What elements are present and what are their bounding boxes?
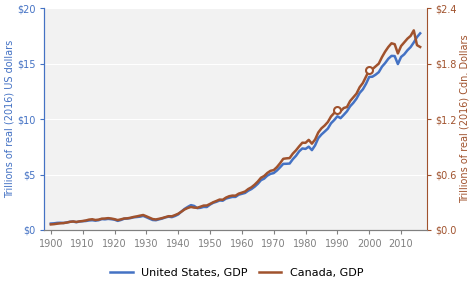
Canada, GDP [146, 216, 152, 219]
Canada, GDP [411, 29, 417, 32]
United States, GDP [417, 32, 423, 35]
Canada, GDP [134, 215, 140, 218]
Y-axis label: Trillions of real (2016) Cdn. Dollars: Trillions of real (2016) Cdn. Dollars [460, 35, 470, 203]
United States, GDP [48, 222, 54, 225]
Canada, GDP [417, 45, 423, 49]
United States, GDP [134, 215, 140, 219]
United States, GDP [118, 218, 124, 222]
Line: United States, GDP: United States, GDP [51, 33, 420, 223]
Canada, GDP [392, 42, 398, 46]
United States, GDP [214, 200, 219, 203]
Canada, GDP [118, 218, 124, 221]
Legend: United States, GDP, Canada, GDP: United States, GDP, Canada, GDP [106, 264, 368, 283]
Canada, GDP [48, 223, 54, 226]
United States, GDP [124, 217, 130, 220]
United States, GDP [146, 217, 152, 220]
Canada, GDP [124, 217, 130, 220]
Line: Canada, GDP: Canada, GDP [51, 30, 420, 224]
United States, GDP [392, 54, 398, 58]
Y-axis label: Trillions of real (2016) US dollars: Trillions of real (2016) US dollars [4, 40, 14, 198]
Canada, GDP [214, 199, 219, 203]
